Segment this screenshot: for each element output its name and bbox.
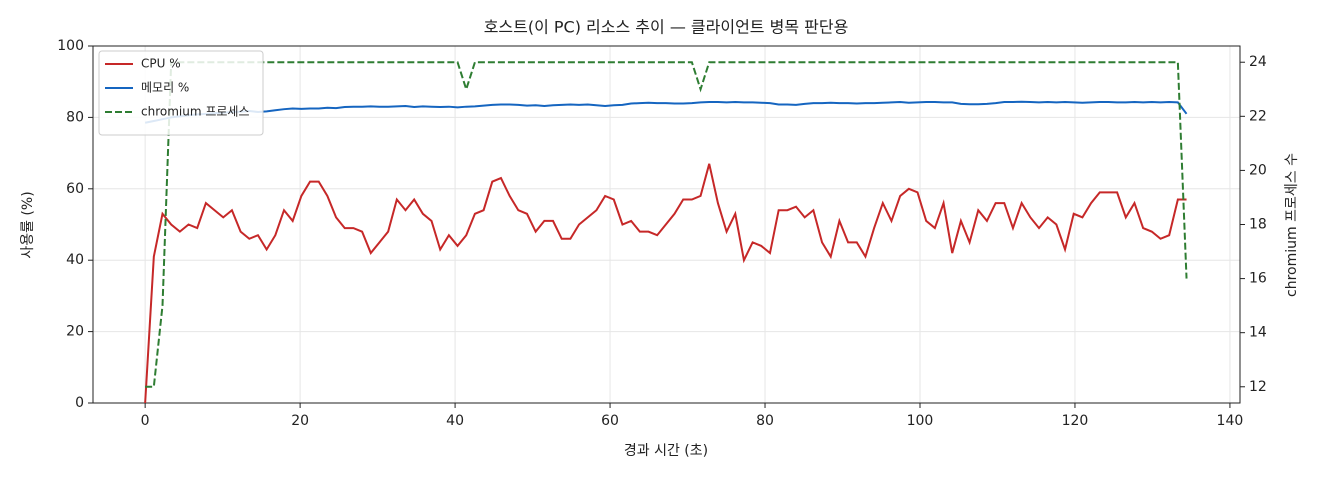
y2-tick-label: 24 <box>1249 54 1267 70</box>
x-tick-label: 20 <box>291 413 309 429</box>
y2-axis-label: chromium 프로세스 수 <box>1284 153 1300 297</box>
x-axis-label: 경과 시간 (초) <box>624 443 708 459</box>
y2-tick-label: 14 <box>1249 325 1267 341</box>
y-tick-label: 20 <box>66 324 84 340</box>
x-tick-label: 120 <box>1062 413 1089 429</box>
series-line <box>145 61 1188 388</box>
series-line <box>144 100 1188 124</box>
y2-tick-label: 12 <box>1249 379 1267 395</box>
plot-frame <box>92 45 1241 404</box>
y-tick-label: 0 <box>75 395 84 411</box>
x-tick-label: 0 <box>141 413 150 429</box>
legend-box <box>98 50 264 136</box>
y2-tick-label: 22 <box>1249 108 1267 124</box>
legend: CPU % 메모리 % chromium 프로세스 <box>98 50 264 136</box>
x-tick-label: 140 <box>1217 413 1244 429</box>
y-tick-label: 40 <box>66 252 84 268</box>
y-axis-label: 사용률 (%) <box>20 191 36 258</box>
x-tick-label: 80 <box>756 413 774 429</box>
y-tick-label: 100 <box>57 38 84 54</box>
legend-label: chromium 프로세스 <box>141 105 250 119</box>
legend-label: 메모리 % <box>141 81 189 95</box>
chart-title: 호스트(이 PC) 리소스 추이 — 클라이언트 병목 판단용 <box>484 18 849 37</box>
y-tick-label: 60 <box>66 181 84 197</box>
y2-tick-label: 18 <box>1249 217 1267 233</box>
y2-tick-label: 16 <box>1249 271 1267 287</box>
x-tick-label: 60 <box>601 413 619 429</box>
y2-tick-label: 20 <box>1249 162 1267 178</box>
y-tick-label: 80 <box>66 109 84 125</box>
series-line <box>144 163 1187 404</box>
legend-label: CPU % <box>141 57 181 71</box>
x-tick-label: 100 <box>907 413 934 429</box>
x-tick-label: 40 <box>446 413 464 429</box>
